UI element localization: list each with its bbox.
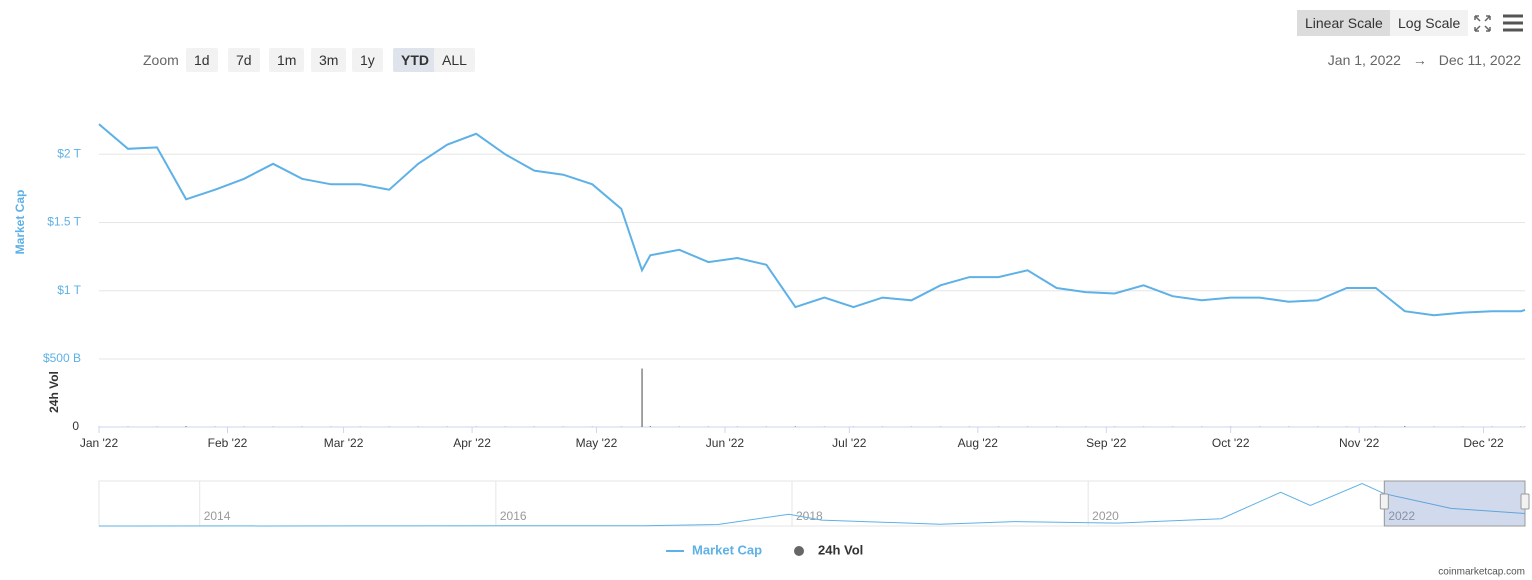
y2-axis-title: 24h Vol [47, 371, 61, 413]
x-tick-label: Feb '22 [208, 436, 248, 450]
x-tick-label: Nov '22 [1339, 436, 1380, 450]
x-tick-label: Jul '22 [832, 436, 867, 450]
zoom-button[interactable]: 3m [311, 48, 347, 72]
navigator-frame [98, 480, 1526, 527]
zoom-button[interactable]: 1y [352, 48, 383, 72]
x-tick-label: Jun '22 [706, 436, 745, 450]
range-from: Jan 1, 2022 [1327, 52, 1401, 68]
y-tick-label: $1 T [57, 283, 81, 297]
navigator-tick-label: 2016 [500, 509, 527, 523]
x-tick-label: Oct '22 [1212, 436, 1250, 450]
zoom-button[interactable]: 1d [186, 48, 218, 72]
fullscreen-icon[interactable] [1474, 15, 1491, 32]
zoom-button[interactable]: YTD [393, 48, 437, 72]
y2-tick-label: 0 [72, 419, 79, 433]
legend-symbol [794, 546, 804, 556]
volume-bar [649, 426, 651, 427]
zoom-button[interactable]: ALL [434, 48, 475, 72]
y-axis-title: Market Cap [13, 190, 27, 255]
navigator-tick-label: 2014 [204, 509, 231, 523]
zoom-label: Zoom [143, 52, 179, 68]
x-tick-label: Aug '22 [958, 436, 999, 450]
navigator-handle[interactable] [1379, 493, 1389, 510]
navigator-line [98, 482, 1526, 527]
legend-label[interactable]: 24h Vol [818, 542, 863, 557]
zoom-button[interactable]: 1m [269, 48, 305, 72]
x-tick-label: Apr '22 [453, 436, 491, 450]
zoom-button[interactable]: 7d [228, 48, 260, 72]
volume-bar [185, 426, 187, 427]
navigator-tick-label: 2018 [796, 509, 823, 523]
navigator-tick-label: 2022 [1388, 509, 1415, 523]
volume-bar [1404, 426, 1406, 427]
scale-button[interactable]: Linear Scale [1297, 10, 1391, 36]
menu-icon[interactable] [1503, 14, 1523, 32]
credit: coinmarketcap.com [1438, 567, 1525, 578]
x-tick-label: Sep '22 [1086, 436, 1127, 450]
range-separator: → [1412, 52, 1427, 68]
navigator-selection[interactable] [1383, 480, 1526, 527]
y-tick-label: $1.5 T [47, 215, 81, 229]
y-tick-label: $500 B [43, 351, 81, 365]
x-tick-label: Mar '22 [324, 436, 364, 450]
volume-bar [794, 426, 797, 427]
x-tick-label: Jan '22 [80, 436, 119, 450]
x-tick-label: Dec '22 [1463, 436, 1504, 450]
volume-bar [641, 368, 643, 427]
y-tick-label: $2 T [57, 146, 81, 160]
legend-label[interactable]: Market Cap [692, 542, 762, 557]
market-cap-line [98, 123, 1526, 317]
date-range: Jan 1, 2022 → Dec 11, 2022 [1328, 52, 1521, 68]
navigator-handle[interactable] [1520, 493, 1530, 510]
range-to: Dec 11, 2022 [1438, 52, 1521, 68]
navigator-tick-label: 2020 [1092, 509, 1119, 523]
scale-button[interactable]: Log Scale [1390, 10, 1469, 36]
x-tick-label: May '22 [576, 436, 618, 450]
